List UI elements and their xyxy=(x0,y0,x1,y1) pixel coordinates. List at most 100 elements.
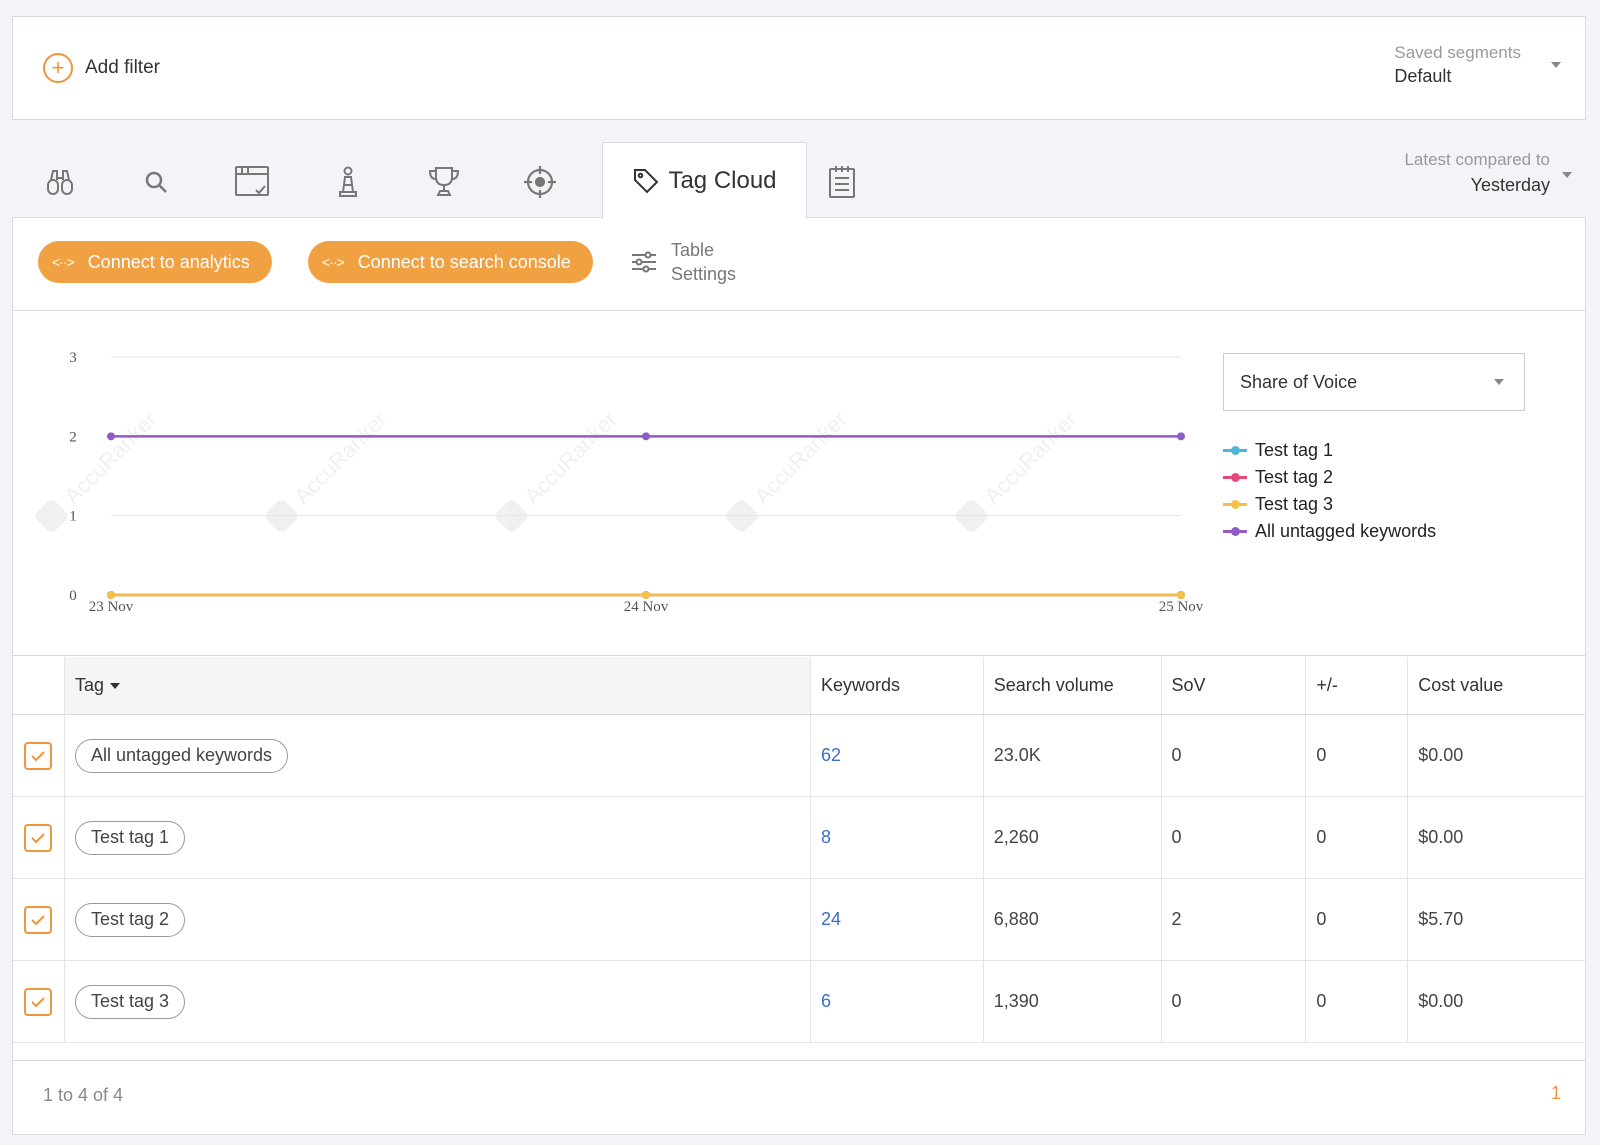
header-cost-value[interactable]: Cost value xyxy=(1407,657,1585,714)
chart-legend: Test tag 1 Test tag 2 Test tag 3 All untagg… xyxy=(1223,437,1436,545)
tab-bar: Tag Cloud Latest compared to Yesterday xyxy=(12,142,1586,219)
sov-cell: 2 xyxy=(1160,879,1306,960)
header-search-volume[interactable]: Search volume xyxy=(982,657,1161,714)
saved-segments-label: Saved segments xyxy=(1394,43,1521,62)
browser-check-icon xyxy=(235,166,269,196)
keywords-link[interactable]: 62 xyxy=(820,745,841,765)
tag-pill[interactable]: Test tag 1 xyxy=(74,820,185,855)
saved-segments-value: Default xyxy=(1394,66,1452,86)
table-row: Test tag 1 8 2,260 0 0 $0.00 xyxy=(13,797,1585,879)
x-tick-label: 24 Nov xyxy=(624,599,669,615)
keywords-cell: 8 xyxy=(809,797,983,878)
trophy-icon xyxy=(428,167,460,196)
keywords-link[interactable]: 8 xyxy=(820,827,831,847)
sov-cell: 0 xyxy=(1160,961,1306,1042)
tab-competitors[interactable] xyxy=(328,162,368,202)
legend-swatch xyxy=(1223,527,1247,536)
watermark: AccuRanker xyxy=(955,407,1082,532)
compare-to-dropdown[interactable]: Latest compared to Yesterday xyxy=(1404,150,1572,196)
check-icon xyxy=(31,996,46,1007)
header-select xyxy=(13,657,64,714)
legend-item[interactable]: Test tag 2 xyxy=(1223,464,1436,491)
row-checkbox[interactable] xyxy=(24,823,53,852)
add-filter-button[interactable]: + Add filter xyxy=(43,53,160,83)
legend-swatch xyxy=(1223,446,1247,455)
change-cell: 0 xyxy=(1305,879,1407,960)
table-body: All untagged keywords 62 23.0K 0 0 $0.00 Test … xyxy=(13,715,1585,1043)
pagination-page-1[interactable]: 1 xyxy=(1550,1083,1561,1103)
legend-swatch xyxy=(1223,500,1247,509)
table-row: Test tag 2 24 6,880 2 0 $5.70 xyxy=(13,879,1585,961)
keywords-link[interactable]: 24 xyxy=(820,909,841,929)
tab-rankings[interactable] xyxy=(424,162,464,202)
tag-pill[interactable]: All untagged keywords xyxy=(74,738,289,773)
watermark-text: AccuRanker xyxy=(749,407,851,509)
chess-pawn-icon xyxy=(339,166,357,197)
connect-analytics-button[interactable]: <··> Connect to analytics xyxy=(38,241,272,283)
sov-cell: 0 xyxy=(1160,797,1306,878)
header-tag-label: Tag xyxy=(74,675,104,695)
data-point xyxy=(1177,432,1185,441)
saved-segments-dropdown[interactable]: Saved segments Default xyxy=(1394,43,1561,87)
tab-notes[interactable] xyxy=(822,162,862,202)
chevron-down-icon xyxy=(1551,62,1561,68)
plus-circle-icon: + xyxy=(43,53,73,83)
watermark-text: AccuRanker xyxy=(979,407,1081,509)
sort-down-icon xyxy=(109,682,120,689)
header-change[interactable]: +/- xyxy=(1305,657,1407,714)
metric-select[interactable]: Share of Voice xyxy=(1223,353,1525,411)
table-header: Tag Keywords Search volume SoV +/- Cost … xyxy=(13,657,1585,715)
header-keywords[interactable]: Keywords xyxy=(809,657,983,714)
tab-tag-cloud-label: Tag Cloud xyxy=(668,167,777,194)
clipboard-icon xyxy=(829,166,855,198)
table-row: All untagged keywords 62 23.0K 0 0 $0.00 xyxy=(13,715,1585,797)
table-settings-button[interactable]: Table Settings xyxy=(631,238,736,286)
share-of-voice-chart: AccuRanker AccuRanker AccuRanker AccuRanker… xyxy=(35,350,1204,615)
legend-item[interactable]: Test tag 3 xyxy=(1223,491,1436,518)
header-sov[interactable]: SoV xyxy=(1160,657,1306,714)
data-point xyxy=(642,432,650,441)
add-filter-label: Add filter xyxy=(85,57,160,78)
row-checkbox[interactable] xyxy=(24,741,53,770)
sov-cell: 0 xyxy=(1160,715,1306,796)
compare-value: Yesterday xyxy=(1470,175,1550,195)
tab-goals[interactable] xyxy=(520,162,560,202)
data-point xyxy=(107,432,115,441)
tab-overview[interactable] xyxy=(40,162,80,202)
search-volume-cell: 23.0K xyxy=(982,715,1161,796)
select-cell xyxy=(13,961,64,1042)
check-icon xyxy=(31,832,46,843)
data-point xyxy=(1177,591,1185,599)
table-row: Test tag 3 6 1,390 0 0 $0.00 xyxy=(13,961,1585,1043)
chevron-down-icon xyxy=(1494,379,1504,385)
keywords-link[interactable]: 6 xyxy=(820,991,831,1011)
cost-value-cell: $0.00 xyxy=(1407,961,1585,1042)
legend-item[interactable]: All untagged keywords xyxy=(1223,518,1436,545)
metric-select-value: Share of Voice xyxy=(1240,371,1358,392)
keywords-cell: 6 xyxy=(809,961,983,1042)
tag-pill[interactable]: Test tag 2 xyxy=(74,902,185,937)
keywords-cell: 24 xyxy=(809,879,983,960)
tag-pill[interactable]: Test tag 3 xyxy=(74,984,185,1019)
main-panel: <··> Connect to analytics <··> Connect t… xyxy=(12,217,1586,1135)
chevron-down-icon xyxy=(1562,172,1572,178)
tab-tag-cloud[interactable]: Tag Cloud xyxy=(602,142,807,219)
tab-landing-pages[interactable] xyxy=(232,162,272,202)
tag-table: Tag Keywords Search volume SoV +/- Cost … xyxy=(13,657,1585,1043)
watermark: AccuRanker xyxy=(725,407,852,532)
connect-analytics-label: Connect to analytics xyxy=(87,251,250,272)
connect-search-console-button[interactable]: <··> Connect to search console xyxy=(308,241,593,283)
watermark-text: AccuRanker xyxy=(519,407,621,509)
data-point xyxy=(107,591,115,599)
row-checkbox[interactable] xyxy=(24,905,53,934)
keywords-cell: 62 xyxy=(809,715,983,796)
row-checkbox[interactable] xyxy=(24,987,53,1016)
legend-item[interactable]: Test tag 1 xyxy=(1223,437,1436,464)
legend-label: Test tag 1 xyxy=(1255,440,1334,460)
tag-cell: Test tag 3 xyxy=(63,961,810,1042)
legend-label: Test tag 3 xyxy=(1255,494,1334,514)
chart-area: AccuRanker AccuRanker AccuRanker AccuRanker… xyxy=(13,311,1585,656)
y-tick-label: 0 xyxy=(69,588,77,604)
header-tag[interactable]: Tag xyxy=(63,657,810,714)
tab-keywords[interactable] xyxy=(136,162,176,202)
